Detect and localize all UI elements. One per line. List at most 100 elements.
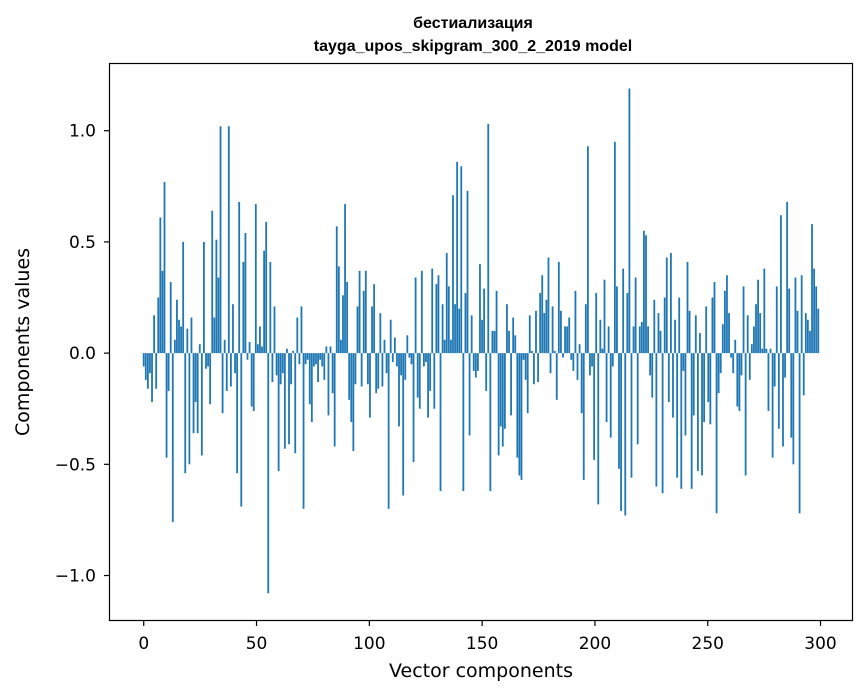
bar-component-235 [630,353,633,478]
bar-component-90 [329,346,332,354]
bar-component-35 [215,239,218,354]
bar-component-309 [784,353,786,378]
bar-component-39 [223,339,226,354]
bar-component-313 [792,353,795,465]
bar-component-184 [524,353,527,380]
bar-component-32 [209,353,212,405]
bar-component-251 [663,297,666,354]
bar-component-134 [420,270,423,354]
bar-component-318 [802,353,805,396]
bar-component-317 [800,275,803,354]
bar-component-237 [634,277,637,354]
bar-component-145 [443,339,446,354]
bar-component-95 [340,339,342,354]
bar-component-319 [804,313,807,354]
bar-component-86 [321,353,324,367]
bar-component-270 [703,353,706,423]
bar-component-128 [408,353,411,358]
bar-component-219 [597,353,600,505]
bar-component-272 [707,353,710,403]
bar-component-41 [227,126,230,354]
bar-component-322 [811,224,813,354]
bar-component-155 [464,293,467,354]
bar-component-302 [769,348,772,354]
bar-component-61 [269,261,272,354]
bar-component-51 [248,342,251,354]
bar-component-256 [674,319,676,354]
y-tick-label: 1.0 [69,122,96,142]
bar-component-320 [806,319,809,354]
bar-component-310 [786,201,789,354]
bar-component-183 [522,353,525,360]
bar-component-193 [543,313,546,354]
bar-component-175 [506,304,508,354]
bar-component-282 [728,313,730,354]
bar-component-23 [190,317,193,354]
bar-component-127 [406,335,409,354]
bar-component-194 [545,299,548,354]
bar-component-246 [653,299,656,354]
bar-component-7 [157,297,160,354]
bar-component-275 [713,281,716,354]
bar-component-103 [356,306,359,354]
bar-component-293 [750,344,753,354]
chart-subtitle: tayga_upos_skipgram_300_2_2019 model [314,38,632,55]
bar-component-242 [645,235,647,354]
bar-component-130 [412,353,415,463]
bar-component-152 [458,308,461,354]
bar-component-176 [508,330,510,354]
bar-component-178 [512,317,515,354]
bar-component-279 [721,324,724,354]
bar-component-169 [493,330,496,354]
bar-component-233 [626,293,629,354]
bar-component-97 [344,204,346,354]
bar-component-243 [647,326,649,354]
bar-component-137 [427,353,429,418]
bar-component-255 [672,353,674,418]
bar-component-303 [771,353,774,458]
bar-component-225 [609,353,612,438]
bar-component-234 [628,88,631,354]
bar-component-227 [613,141,616,354]
bar-component-239 [638,326,641,354]
chart-title: бестиализация [413,15,533,32]
bar-component-296 [757,279,759,354]
bar-component-147 [447,286,450,354]
bar-component-245 [651,353,654,398]
bar-component-163 [481,319,483,354]
bar-component-140 [433,353,436,409]
bar-component-146 [445,253,448,354]
bar-component-106 [362,290,365,354]
bar-component-89 [327,353,330,416]
bar-component-85 [319,353,322,360]
bar-component-280 [723,290,726,354]
bar-component-287 [738,353,741,411]
bar-component-52 [250,353,253,407]
x-tick-label: 300 [804,634,836,654]
bar-component-136 [425,353,427,363]
bar-component-4 [151,353,153,403]
bar-component-258 [678,297,681,354]
bar-component-124 [400,353,402,376]
bar-component-231 [622,268,625,354]
y-tick-label: −1.0 [55,567,96,587]
bar-component-101 [352,353,355,451]
bar-component-135 [423,353,425,367]
bar-component-276 [715,353,718,514]
bar-component-291 [746,315,749,354]
bar-component-45 [236,353,239,474]
bar-component-314 [794,277,797,354]
x-tick-label: 100 [353,634,385,654]
bar-component-92 [333,353,336,447]
bar-component-122 [396,353,398,367]
bar-component-110 [371,306,373,354]
bar-component-64 [275,353,278,376]
bar-component-14 [171,353,174,523]
bar-component-217 [593,353,596,460]
bar-component-81 [310,353,313,423]
bar-component-197 [551,306,554,354]
bar-component-179 [514,335,517,354]
bar-component-78 [304,353,307,365]
bar-component-18 [180,326,182,354]
y-tick-label: −0.5 [55,455,96,475]
